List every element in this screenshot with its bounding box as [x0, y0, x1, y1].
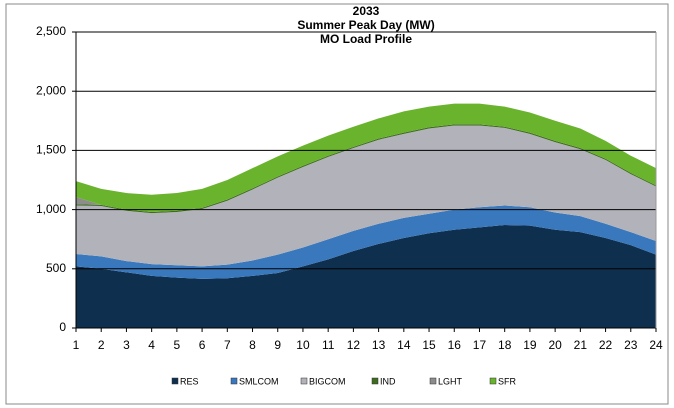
legend-label: LGHT	[438, 376, 463, 386]
y-tick-label: 2,500	[36, 24, 66, 38]
y-tick-label: 1,000	[36, 202, 66, 216]
chart-subtitle: MO Load Profile	[320, 32, 412, 46]
x-tick-label: 24	[649, 338, 663, 352]
x-tick-label: 8	[249, 338, 256, 352]
x-tick-label: 9	[274, 338, 281, 352]
x-tick-label: 3	[123, 338, 130, 352]
legend-label: IND	[380, 376, 396, 386]
legend-label: SMLCOM	[239, 376, 279, 386]
x-tick-label: 20	[548, 338, 562, 352]
x-tick-label: 6	[199, 338, 206, 352]
legend-label: BIGCOM	[309, 376, 346, 386]
x-tick-label: 17	[473, 338, 487, 352]
legend: RES SMLCOM BIGCOM IND LGHT SFR	[171, 376, 517, 386]
legend-swatch	[429, 377, 437, 385]
x-tick-label: 5	[174, 338, 181, 352]
legend-label: RES	[180, 376, 199, 386]
x-tick-label: 23	[624, 338, 638, 352]
y-tick-label: 1,500	[36, 143, 66, 157]
legend-label: SFR	[498, 376, 517, 386]
x-tick-label: 13	[372, 338, 386, 352]
x-tick-label: 1	[73, 338, 80, 352]
x-tick-label: 10	[296, 338, 310, 352]
x-tick-label: 19	[523, 338, 537, 352]
x-tick-label: 15	[422, 338, 436, 352]
x-tick-label: 16	[448, 338, 462, 352]
y-tick-label: 0	[59, 320, 66, 334]
chart-subtitle: Summer Peak Day (MW)	[297, 18, 434, 32]
x-tick-label: 11	[322, 338, 335, 352]
legend-swatch	[300, 377, 308, 385]
area	[76, 205, 656, 279]
legend-swatch	[230, 377, 238, 385]
legend-swatch	[371, 377, 379, 385]
legend-swatch	[489, 377, 497, 385]
y-tick-label: 2,000	[36, 83, 66, 97]
x-tick-label: 7	[224, 338, 231, 352]
legend-swatch	[171, 377, 179, 385]
x-tick-label: 2	[98, 338, 105, 352]
area	[76, 224, 656, 328]
x-tick-label: 18	[498, 338, 512, 352]
x-tick-label: 14	[397, 338, 411, 352]
x-tick-label: 22	[599, 338, 613, 352]
x-tick-label: 21	[574, 338, 588, 352]
y-tick-label: 500	[46, 261, 66, 275]
area	[76, 125, 656, 267]
chart-title: 2033	[353, 4, 380, 18]
x-tick-label: 12	[347, 338, 361, 352]
x-tick-label: 4	[148, 338, 155, 352]
area	[76, 103, 656, 212]
